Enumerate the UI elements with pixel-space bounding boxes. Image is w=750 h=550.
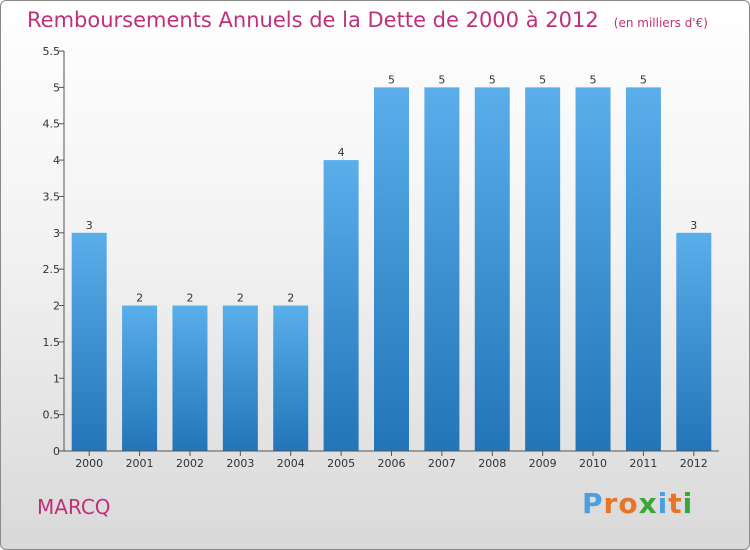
bar-value-label: 2: [287, 292, 294, 305]
bar-2003: [222, 305, 258, 451]
logo-letter: i: [682, 487, 694, 520]
y-tick-label: 2: [53, 300, 60, 313]
x-tick-label: 2006: [378, 457, 406, 470]
y-tick-label: 1.5: [43, 336, 61, 349]
bar-2002: [172, 305, 208, 451]
y-tick-label: 4.5: [43, 118, 61, 131]
x-tick-label: 2010: [579, 457, 607, 470]
bar-2001: [122, 305, 158, 451]
logo-letter: t: [668, 487, 683, 520]
logo-letter: x: [638, 487, 658, 520]
y-tick-label: 5.5: [43, 45, 61, 58]
bar-value-label: 3: [86, 219, 93, 232]
bar-value-label: 5: [539, 73, 546, 86]
chart-title: Remboursements Annuels de la Dette de 20…: [27, 8, 708, 32]
city-name: MARCQ: [37, 495, 111, 519]
logo-letter: P: [582, 487, 604, 520]
x-tick-label: 2003: [226, 457, 254, 470]
bar-value-label: 5: [438, 73, 445, 86]
bar-value-label: 2: [237, 292, 244, 305]
logo-letter: o: [618, 487, 639, 520]
x-tick-label: 2008: [478, 457, 506, 470]
bar-2008: [474, 87, 510, 451]
x-tick-label: 2002: [176, 457, 204, 470]
bar-2006: [374, 87, 409, 451]
bar-value-label: 4: [338, 146, 345, 159]
bar-value-label: 5: [489, 73, 496, 86]
bar-2005: [323, 160, 359, 451]
bar-value-label: 5: [590, 73, 597, 86]
bar-value-label: 2: [186, 292, 193, 305]
bar-2000: [71, 232, 107, 451]
x-tick-label: 2009: [529, 457, 557, 470]
y-tick-label: 0.5: [43, 409, 61, 422]
bar-value-label: 3: [690, 219, 697, 232]
y-tick-label: 5: [53, 81, 60, 94]
bar-2004: [273, 305, 309, 451]
chart-unit: (en milliers d'€): [613, 16, 708, 30]
y-tick-label: 0: [53, 445, 60, 458]
y-tick-label: 3.5: [43, 190, 61, 203]
y-tick-label: 2.5: [43, 263, 61, 276]
x-tick-label: 2007: [428, 457, 456, 470]
bar-value-label: 5: [388, 73, 395, 86]
bar-2007: [424, 87, 460, 451]
x-tick-label: 2005: [327, 457, 355, 470]
logo-letter: r: [603, 487, 619, 520]
bar-2009: [525, 87, 561, 451]
y-tick-label: 4: [53, 154, 60, 167]
x-tick-label: 2000: [75, 457, 103, 470]
bar-2010: [575, 87, 611, 451]
bar-value-label: 2: [136, 292, 143, 305]
bar-2012: [676, 232, 712, 451]
y-tick-label: 1: [53, 372, 60, 385]
x-tick-label: 2001: [126, 457, 154, 470]
chart-title-text: Remboursements Annuels de la Dette de 20…: [27, 8, 599, 32]
x-tick-label: 2004: [277, 457, 305, 470]
logo-letter: i: [657, 487, 669, 520]
y-tick-label: 3: [53, 227, 60, 240]
x-tick-label: 2012: [680, 457, 708, 470]
proxiti-logo: Proxiti: [582, 487, 693, 520]
x-tick-label: 2011: [629, 457, 657, 470]
bar-value-label: 5: [640, 73, 647, 86]
bar-2011: [625, 87, 661, 451]
